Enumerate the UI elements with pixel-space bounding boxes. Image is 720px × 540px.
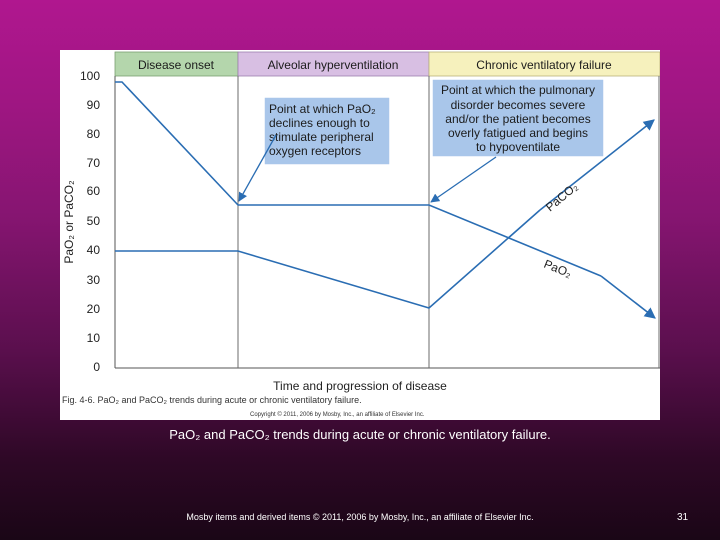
- figure-panel: Disease onset Alveolar hyperventilation …: [60, 50, 660, 420]
- x-axis-title: Time and progression of disease: [273, 379, 447, 393]
- y-tick-label: 0: [93, 360, 100, 374]
- callout-1-arrow: [238, 134, 277, 202]
- callout-2-line: overly fatigued and begins: [448, 126, 588, 140]
- y-tick-label: 10: [87, 331, 101, 345]
- callout-2-arrow: [430, 156, 497, 203]
- phase-header-disease-onset: [114, 51, 239, 77]
- paco2-arrow: [539, 119, 655, 211]
- y-tick-label: 40: [87, 243, 101, 257]
- callout-1-line: Point at which PaO₂: [269, 102, 376, 116]
- pao2-arrow: [600, 275, 656, 319]
- y-tick-label: 20: [87, 302, 101, 316]
- callout-1-line: oxygen receptors: [269, 144, 361, 158]
- callout-2-line: and/or the patient becomes: [445, 112, 590, 126]
- y-tick-label: 30: [87, 273, 101, 287]
- pao2-line-label: PaO₂: [542, 257, 574, 281]
- figure-caption: Fig. 4-6. PaO₂ and PaCO₂ trends during a…: [62, 395, 362, 405]
- page-number: 31: [677, 512, 689, 523]
- y-tick-label: 80: [87, 127, 101, 141]
- phase-label-alveolar-hyperventilation: Alveolar hyperventilation: [268, 58, 399, 72]
- callout-pao2-receptors: [263, 96, 391, 166]
- slide-caption: PaO₂ and PaCO₂ trends during acute or ch…: [169, 427, 551, 442]
- y-tick-label: 100: [80, 69, 100, 83]
- paco2-line: [115, 209, 541, 309]
- callout-2-line: disorder becomes severe: [451, 98, 586, 112]
- phase-label-chronic-failure: Chronic ventilatory failure: [476, 58, 612, 72]
- callout-hypoventilation: [431, 78, 605, 158]
- callout-1-line: stimulate peripheral: [269, 130, 374, 144]
- y-tick-label: 50: [87, 214, 101, 228]
- paco2-line-label: PaCO₂: [543, 179, 581, 214]
- phase-header-chronic-failure: [428, 51, 660, 77]
- callout-2-line: to hypoventilate: [476, 140, 560, 154]
- callout-2-line: Point at which the pulmonary: [441, 83, 595, 97]
- figure-copyright: Copyright © 2011, 2006 by Mosby, Inc., a…: [250, 411, 425, 418]
- pao2-line: [115, 81, 602, 277]
- y-tick-label: 70: [87, 156, 101, 170]
- y-axis-title: PaO₂ or PaCO₂: [62, 180, 76, 264]
- phase-header-alveolar-hyperventilation: [237, 51, 430, 77]
- callout-1-line: declines enough to: [269, 116, 370, 130]
- y-tick-label: 90: [87, 98, 101, 112]
- figure-graphic: Disease onset Alveolar hyperventilation …: [62, 51, 660, 418]
- slide-footer: Mosby items and derived items © 2011, 20…: [186, 512, 534, 522]
- y-tick-label: 60: [87, 184, 101, 198]
- phase-label-disease-onset: Disease onset: [138, 58, 215, 72]
